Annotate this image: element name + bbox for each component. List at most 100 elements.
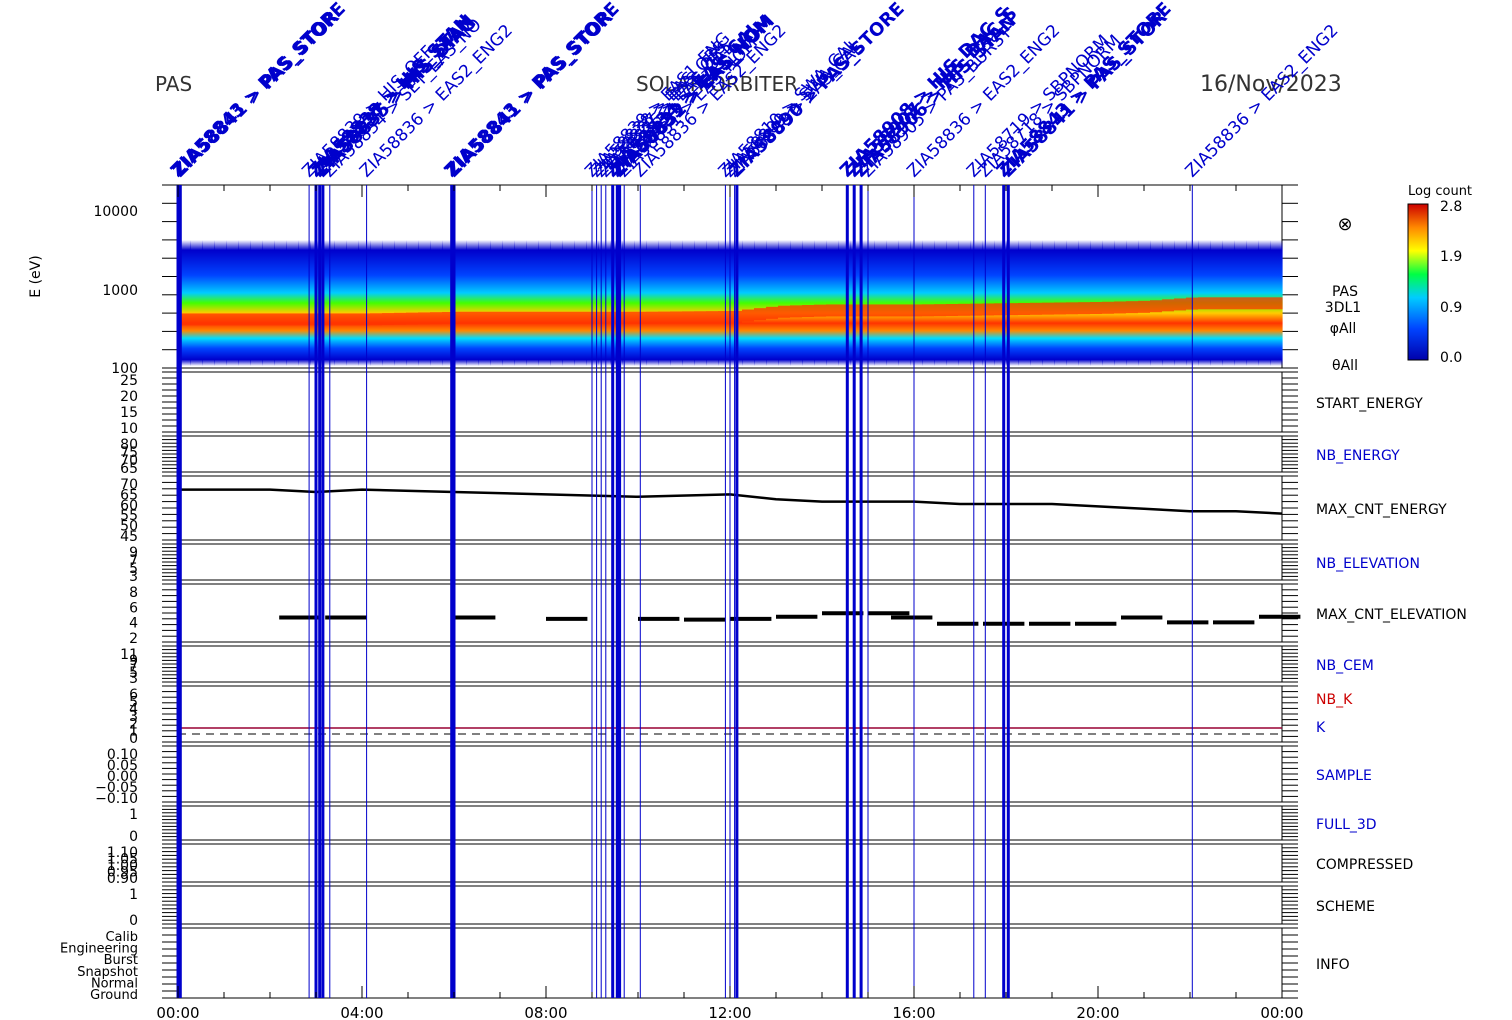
spectrogram-peak bbox=[1210, 297, 1223, 310]
spectrogram-peak bbox=[790, 305, 803, 318]
spectrogram-column bbox=[946, 240, 959, 366]
y-tick-label: 11 bbox=[120, 647, 138, 663]
spectrogram-peak bbox=[814, 304, 827, 317]
spectrogram-peak bbox=[562, 311, 575, 324]
y-tick-label: 5 bbox=[129, 561, 138, 577]
spectrogram-column bbox=[970, 240, 983, 366]
y-tick-label: 60 bbox=[120, 498, 138, 514]
spectrogram-peak bbox=[1258, 297, 1271, 310]
spectrogram-column bbox=[622, 240, 635, 366]
spectrogram-peak bbox=[430, 312, 443, 325]
spectrogram-peak bbox=[358, 313, 371, 326]
spectrogram-peak bbox=[778, 305, 791, 318]
spectrogram-column bbox=[334, 240, 347, 366]
spectrogram-peak bbox=[1102, 301, 1115, 314]
spectrogram-column bbox=[910, 240, 923, 366]
y-tick-label: 45 bbox=[120, 529, 138, 545]
y-tick-label: 6 bbox=[129, 600, 138, 616]
colorbar-title: Log count bbox=[1408, 184, 1472, 199]
spectrogram-peak bbox=[934, 304, 947, 317]
panel-label: MAX_CNT_ELEVATION bbox=[1316, 607, 1467, 623]
spectrogram-column bbox=[526, 240, 539, 366]
y-tick-label: −0.10 bbox=[95, 791, 138, 807]
x-tick-label: 12:00 bbox=[708, 1004, 751, 1020]
y-tick-label: 1 bbox=[129, 724, 138, 740]
spectrogram-peak bbox=[1222, 297, 1235, 310]
spectrogram-peak bbox=[202, 313, 215, 326]
spectrogram-column bbox=[226, 240, 239, 366]
spectrogram-peak bbox=[262, 313, 275, 326]
y-tick-label: 3 bbox=[129, 671, 138, 687]
spectrogram-peak bbox=[190, 313, 203, 326]
spectrogram-column bbox=[454, 240, 467, 366]
spectrogram-column bbox=[826, 240, 839, 366]
header-center: SOLAR ORBITER bbox=[636, 72, 798, 96]
spectrogram-column bbox=[766, 240, 779, 366]
y-tick-label: 5 bbox=[129, 665, 138, 681]
spectrogram-peak bbox=[298, 313, 311, 326]
y-tick-label: Snapshot bbox=[77, 965, 138, 980]
spectrogram-peak bbox=[1246, 297, 1259, 310]
spectrogram-column bbox=[490, 240, 503, 366]
spectrogram-column bbox=[694, 240, 707, 366]
spectrogram-column bbox=[718, 240, 731, 366]
y-tick-label: 0 bbox=[129, 913, 138, 929]
panel-info: CalibEngineeringBurstSnapshotNormalGroun… bbox=[60, 927, 1350, 1003]
spectrogram-peak bbox=[526, 311, 539, 324]
spectrogram-peak bbox=[538, 311, 551, 324]
y-tick-label: 1 bbox=[129, 887, 138, 903]
spectrogram-peak bbox=[1018, 302, 1031, 315]
spectrogram-peak bbox=[886, 304, 899, 317]
y-tick-label: Engineering bbox=[60, 942, 138, 957]
spectrogram-info-line-4: θAll bbox=[1332, 358, 1358, 374]
spectrogram-column bbox=[958, 240, 971, 366]
spectrogram-column bbox=[754, 240, 767, 366]
panel-label: START_ENERGY bbox=[1316, 396, 1423, 412]
spectrogram-peak bbox=[718, 311, 731, 324]
x-tick-label: 00:00 bbox=[1260, 1004, 1303, 1020]
y-tick-label: 65 bbox=[120, 487, 138, 503]
spectrogram-peak bbox=[706, 311, 719, 324]
spectrogram-peak bbox=[418, 312, 431, 325]
spectrogram-column bbox=[658, 240, 671, 366]
spectrogram-column bbox=[922, 240, 935, 366]
spectrogram-peak bbox=[1150, 300, 1163, 313]
spectrogram-peak bbox=[574, 311, 587, 324]
y-tick-label: 1000 bbox=[102, 283, 138, 299]
y-tick-label: 1.05 bbox=[107, 852, 138, 868]
spectrogram-column bbox=[322, 240, 335, 366]
spectrogram-peak bbox=[658, 311, 671, 324]
x-tick-label: 04:00 bbox=[340, 1004, 383, 1020]
spectrogram-peak bbox=[238, 313, 251, 326]
spectrogram-peak bbox=[646, 311, 659, 324]
spectrogram-peak bbox=[910, 304, 923, 317]
panel-label: SCHEME bbox=[1316, 899, 1375, 915]
spectrogram-column bbox=[418, 240, 431, 366]
spectrogram-peak bbox=[490, 311, 503, 324]
y-tick-label: 0.00 bbox=[107, 769, 138, 785]
energy-spectrogram bbox=[178, 240, 1283, 366]
y-tick-label: 2 bbox=[129, 716, 138, 732]
spectrogram-column bbox=[646, 240, 659, 366]
spectrogram-column bbox=[370, 240, 383, 366]
y-tick-label: 1 bbox=[129, 807, 138, 823]
spectrogram-peak bbox=[754, 308, 767, 321]
colorbar: Log count 2.8 1.9 0.9 0.0 bbox=[1407, 184, 1472, 366]
spectrogram-peak bbox=[742, 309, 755, 322]
y-tick-label: 10000 bbox=[93, 204, 138, 220]
y-tick-label: 7 bbox=[129, 553, 138, 569]
spectrogram-column bbox=[478, 240, 491, 366]
spectrogram-peak bbox=[394, 312, 407, 325]
spectrogram-peak bbox=[286, 313, 299, 326]
spectrogram-peak bbox=[922, 304, 935, 317]
spectrogram-symbol: ⊗ bbox=[1337, 214, 1352, 235]
spectrogram-column bbox=[814, 240, 827, 366]
colorbar-tick-2: 1.9 bbox=[1440, 249, 1462, 265]
spectrogram-column bbox=[190, 240, 203, 366]
spectrogram-peak bbox=[1174, 298, 1187, 311]
panel-label-secondary: K bbox=[1316, 720, 1326, 736]
spectrogram-column bbox=[394, 240, 407, 366]
spectrogram-column bbox=[742, 240, 755, 366]
x-axis: 00:00 04:00 08:00 12:00 16:00 20:00 00:00 bbox=[156, 185, 1304, 1020]
